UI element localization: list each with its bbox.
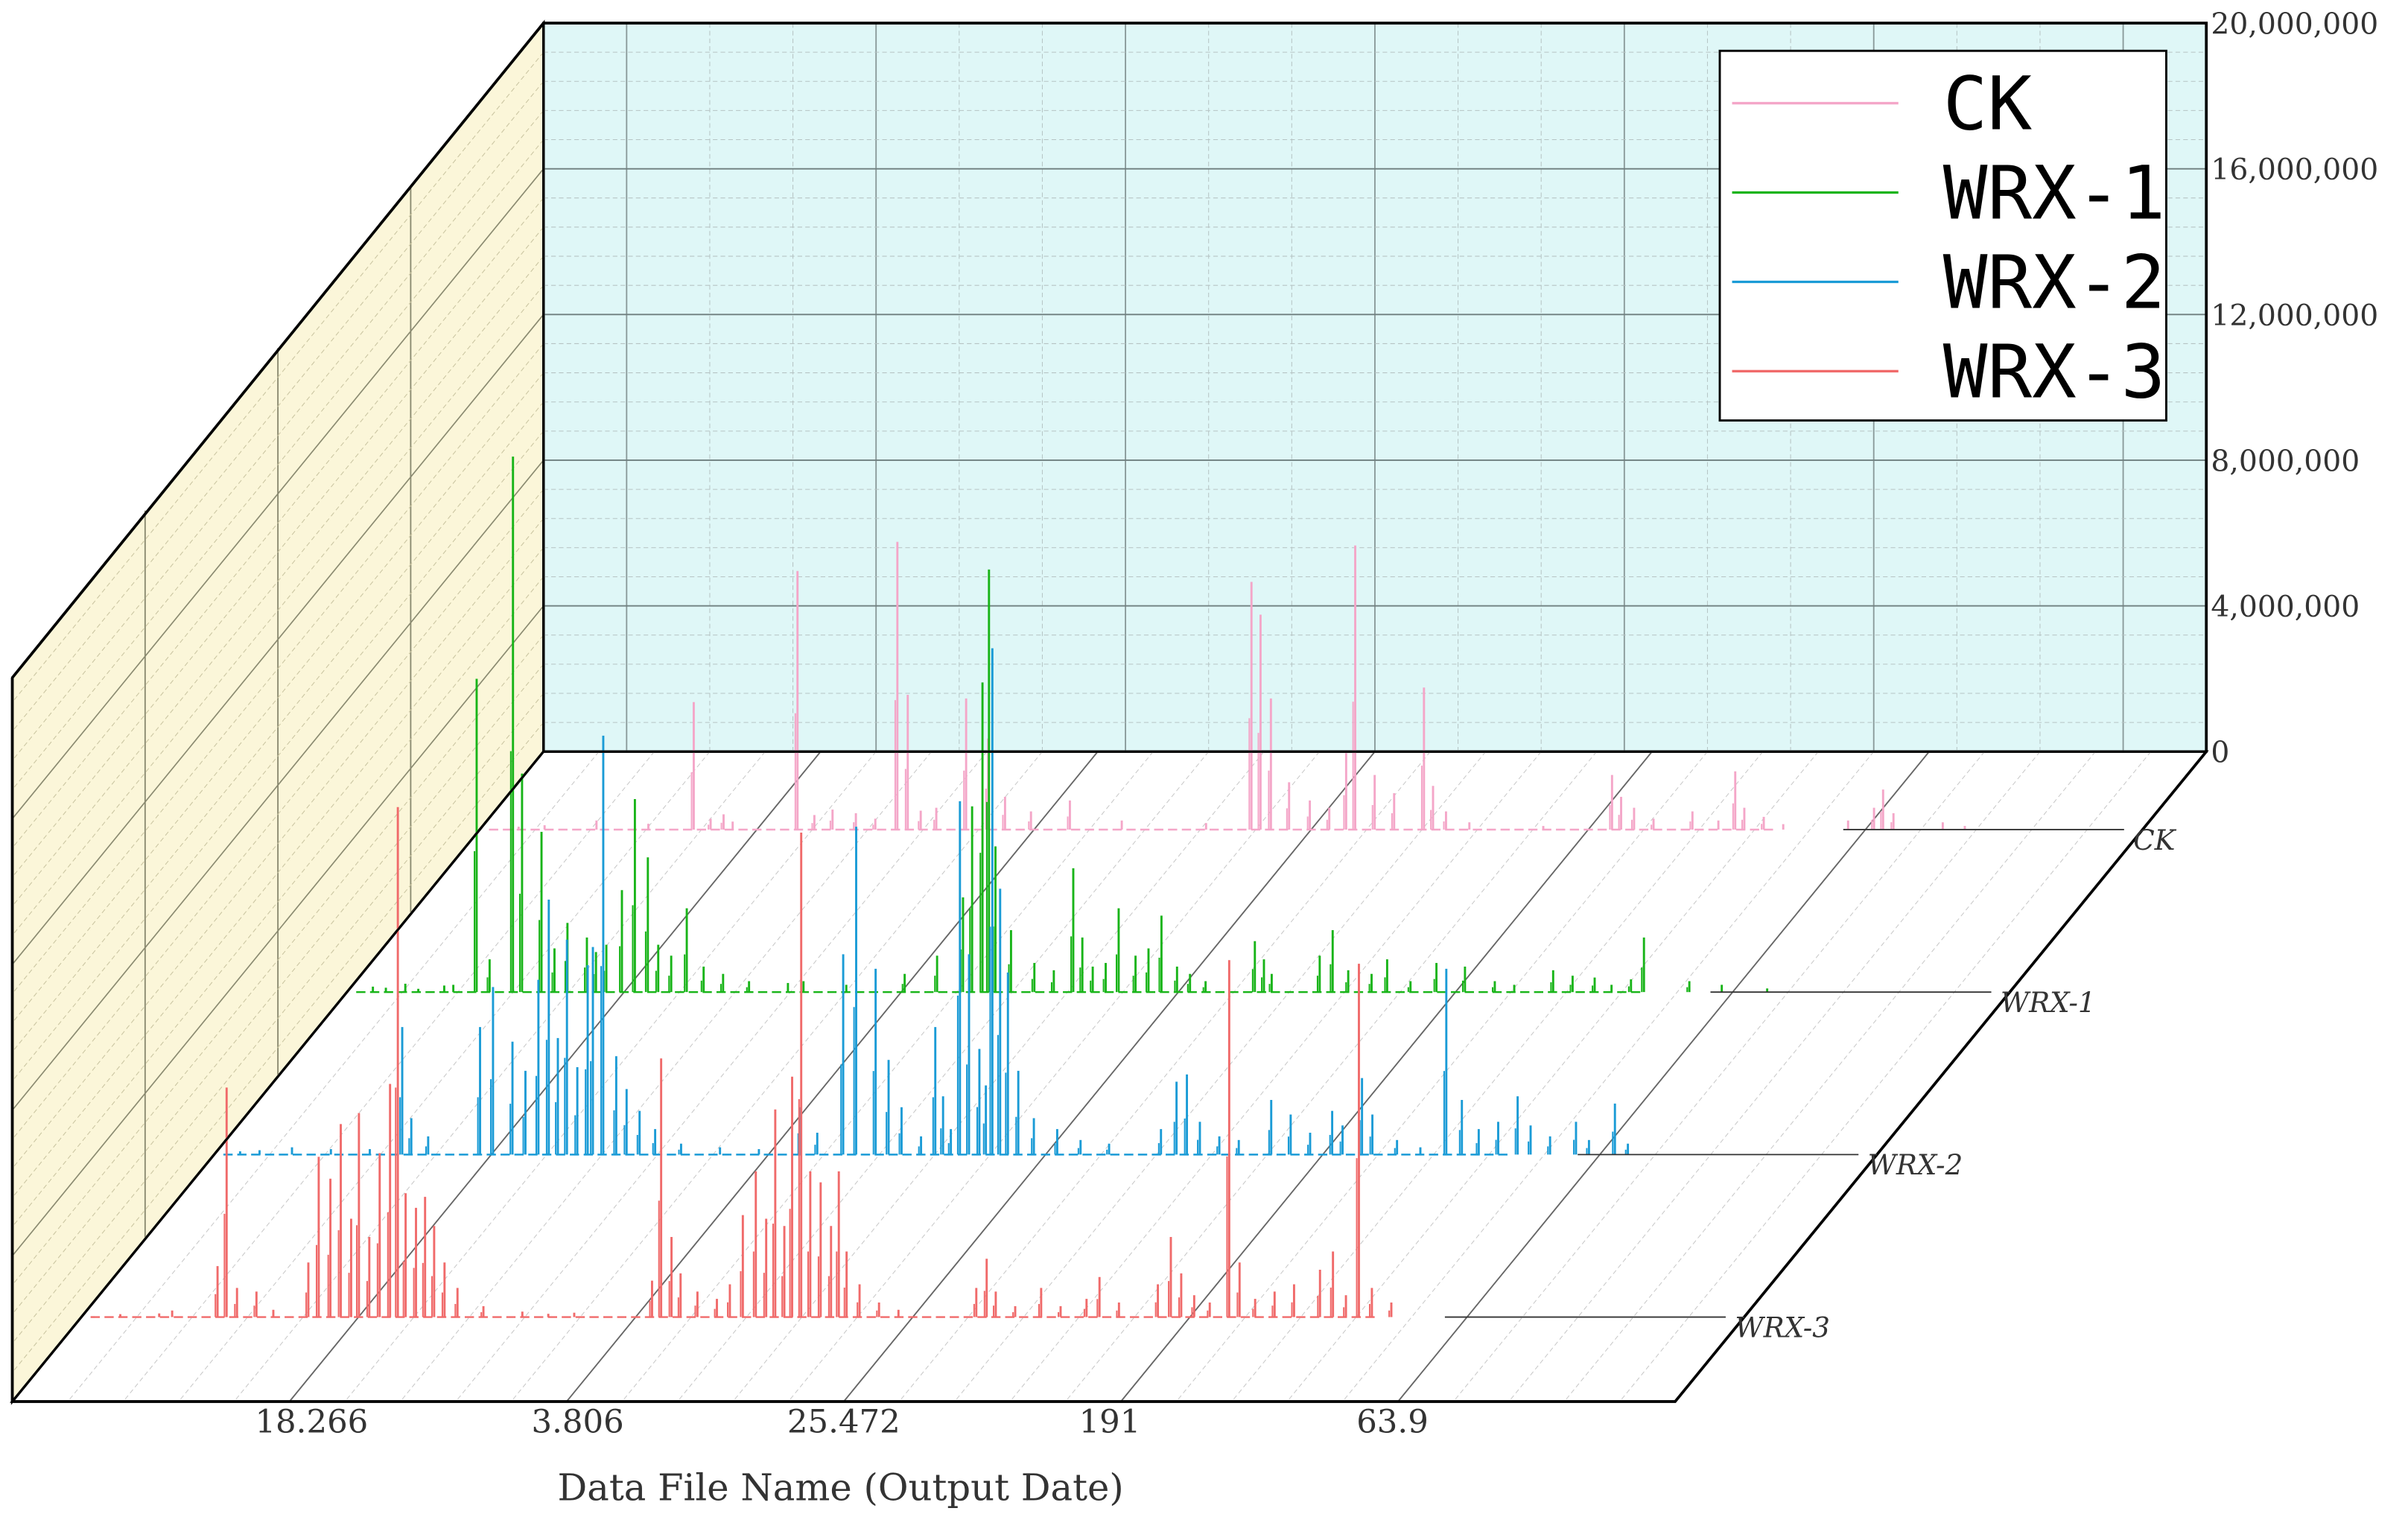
series-wrx-3 (90, 807, 1393, 1318)
z-tick-label: 12,000,000 (2211, 299, 2378, 333)
floor-grid-line (510, 751, 1043, 1402)
legend-label: WRX-2 (1943, 241, 2166, 326)
series-wrx-2 (223, 648, 1630, 1156)
left-grid-line (12, 430, 544, 1081)
z-tick-label: 0 (2211, 737, 2229, 770)
floor-grid-line (1120, 751, 1653, 1402)
z-tick-label: 4,000,000 (2211, 591, 2360, 624)
frame-edge-corner (11, 751, 544, 1402)
left-grid-line (12, 197, 544, 848)
left-grid-line (12, 80, 544, 732)
floor-grid-line (1563, 751, 2096, 1402)
floor-grid-line (1619, 751, 2152, 1402)
floor-grid-line (344, 751, 877, 1402)
z-tick-label: 20,000,000 (2211, 7, 2378, 41)
left-grid-line (12, 110, 544, 761)
left-grid-line (12, 489, 544, 1140)
left-grid-line (12, 372, 544, 1023)
left-grid-line (12, 401, 544, 1052)
x-axis-title: Data File Name (Output Date) (558, 1466, 1124, 1509)
legend-label: WRX-1 (1943, 151, 2166, 237)
x-tick-label: 63.9 (1356, 1403, 1429, 1440)
left-grid-line (12, 576, 544, 1227)
floor-grid-line (1452, 751, 1985, 1402)
series-ck (489, 541, 1966, 831)
floor-grid-line (122, 751, 655, 1402)
floor-grid-line (787, 751, 1320, 1402)
row-label: WRX-3 (1735, 1311, 1830, 1343)
floor-grid-line (1231, 751, 1764, 1402)
floor-grid-line (565, 751, 1099, 1402)
floor-grid-line (400, 751, 933, 1402)
left-grid-line (12, 518, 544, 1169)
legend-label: CK (1943, 62, 2033, 147)
floor-grid-line (1397, 751, 1930, 1402)
left-grid-line (11, 168, 544, 819)
floor-grid-line (1175, 751, 1708, 1402)
left-grid-line (12, 139, 544, 790)
left-grid-line (11, 605, 544, 1256)
x-tick-label: 18.266 (255, 1403, 368, 1440)
left-grid-line (12, 51, 544, 703)
floor-grid-line (455, 751, 988, 1402)
row-label: CK (2133, 824, 2176, 856)
left-grid-line (11, 314, 544, 965)
floor-grid-line (178, 751, 711, 1402)
left-grid-line (12, 664, 544, 1314)
x-tick-label: 3.806 (531, 1403, 623, 1440)
left-grid-line (12, 634, 544, 1285)
left-grid-line (12, 284, 544, 936)
left-grid-line (12, 226, 544, 878)
legend-label: WRX-3 (1943, 330, 2166, 416)
floor-grid-line (1286, 751, 1819, 1402)
left-grid-line (12, 547, 544, 1198)
series-layer (90, 457, 1966, 1318)
row-label: WRX-1 (2001, 986, 2096, 1019)
floor-grid-line (1009, 751, 1542, 1402)
z-tick-label: 8,000,000 (2211, 445, 2360, 478)
left-grid-line (12, 693, 544, 1344)
row-label: WRX-2 (1868, 1148, 1963, 1181)
legend-box (1718, 49, 2167, 422)
x-tick-label: 191 (1079, 1403, 1141, 1440)
z-tick-label: 16,000,000 (2211, 153, 2378, 187)
x-tick-label: 25.472 (787, 1403, 900, 1440)
grid-layer (11, 23, 2207, 1402)
floor-grid-line (1065, 751, 1598, 1402)
floor-grid-line (1508, 751, 2041, 1402)
floor-grid-line (233, 751, 766, 1402)
floor-grid-line (843, 751, 1376, 1402)
left-grid-line (12, 255, 544, 907)
floor-grid-line (954, 751, 1487, 1402)
floor-grid-line (677, 751, 1210, 1402)
floor-grid-line (1342, 751, 1875, 1402)
label-layer: 0 4,000,000 8,000,000 12,000,000 16,000,000 2… (255, 7, 2378, 1440)
left-grid-line (11, 459, 544, 1111)
left-grid-line (12, 343, 544, 994)
floor-grid-line (898, 751, 1431, 1402)
left-grid-line (12, 722, 544, 1373)
